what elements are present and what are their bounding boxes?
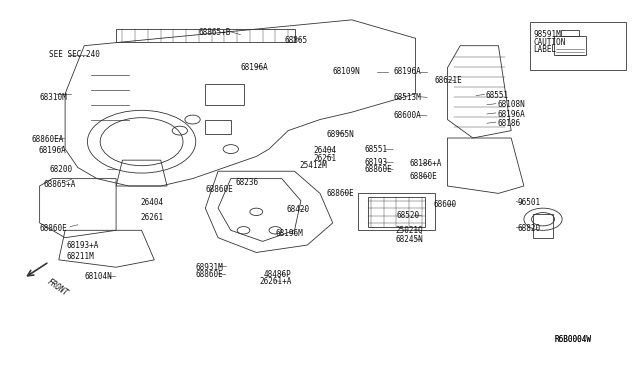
Bar [368, 197, 425, 227]
Text: 68865: 68865 [285, 36, 308, 45]
Text: 68196A: 68196A [241, 63, 268, 72]
Text: 68865+A: 68865+A [44, 180, 76, 189]
Text: 68196A: 68196A [394, 67, 421, 76]
Text: 68520: 68520 [396, 211, 420, 220]
Text: 26404: 26404 [314, 147, 337, 155]
Bar [554, 36, 586, 55]
Text: 68860E: 68860E [409, 172, 437, 181]
Text: 68860E: 68860E [365, 165, 392, 174]
Text: FRONT: FRONT [46, 277, 70, 298]
Text: 68860E: 68860E [196, 270, 223, 279]
Text: 68860E: 68860E [205, 185, 233, 194]
Text: 68513M: 68513M [394, 93, 421, 102]
Text: 68109N: 68109N [333, 67, 360, 76]
Bar [358, 193, 435, 230]
Text: 68860E: 68860E [40, 224, 67, 233]
Text: 68551: 68551 [365, 145, 388, 154]
Text: 68310M: 68310M [40, 93, 67, 102]
Text: 25021Q: 25021Q [395, 226, 423, 235]
Bar [533, 214, 553, 238]
Text: 68621E: 68621E [435, 76, 463, 85]
Text: CAUTION: CAUTION [534, 38, 566, 46]
Text: 68186+A: 68186+A [409, 159, 442, 169]
Text: 25412M: 25412M [300, 161, 327, 170]
Text: SEE SEC.240: SEE SEC.240 [49, 51, 100, 60]
Bar [205, 119, 231, 134]
Bar [205, 84, 244, 105]
Text: 68196A: 68196A [497, 109, 525, 119]
Text: 68600A: 68600A [394, 111, 421, 121]
Text: 68860EA: 68860EA [32, 135, 65, 144]
Text: 68186: 68186 [497, 119, 520, 128]
Text: R6B0004W: R6B0004W [554, 335, 591, 344]
Text: 26261: 26261 [314, 154, 337, 163]
Text: 68196M: 68196M [275, 230, 303, 238]
Text: 68108N: 68108N [497, 100, 525, 109]
Text: 68196A: 68196A [38, 147, 66, 155]
Text: R6B0004W: R6B0004W [554, 335, 591, 344]
Text: 68211M: 68211M [67, 251, 94, 261]
Bar [116, 29, 294, 42]
Text: 68965N: 68965N [326, 130, 354, 139]
Text: 68820: 68820 [518, 224, 541, 233]
Text: 48486P: 48486P [264, 270, 292, 279]
Text: 68193+A: 68193+A [67, 241, 99, 250]
Text: 68600: 68600 [433, 200, 456, 209]
Text: 68236: 68236 [236, 178, 259, 187]
Text: 98591M: 98591M [534, 30, 561, 39]
Text: 68931M: 68931M [196, 263, 223, 272]
Text: 68200: 68200 [49, 165, 72, 174]
Text: LABEL: LABEL [534, 45, 557, 54]
Text: 26261+A: 26261+A [259, 278, 292, 286]
Text: 68104N: 68104N [84, 272, 112, 281]
Text: 68860E: 68860E [326, 189, 354, 198]
Text: 96501: 96501 [518, 198, 541, 207]
Text: 68551: 68551 [486, 91, 509, 100]
Text: 68865+B: 68865+B [199, 28, 231, 37]
Text: 26261: 26261 [140, 213, 163, 222]
Text: 26404: 26404 [140, 198, 163, 207]
Bar [561, 30, 579, 36]
Text: 68193: 68193 [365, 157, 388, 167]
Text: 68245N: 68245N [395, 235, 423, 244]
Text: 68420: 68420 [287, 205, 310, 215]
